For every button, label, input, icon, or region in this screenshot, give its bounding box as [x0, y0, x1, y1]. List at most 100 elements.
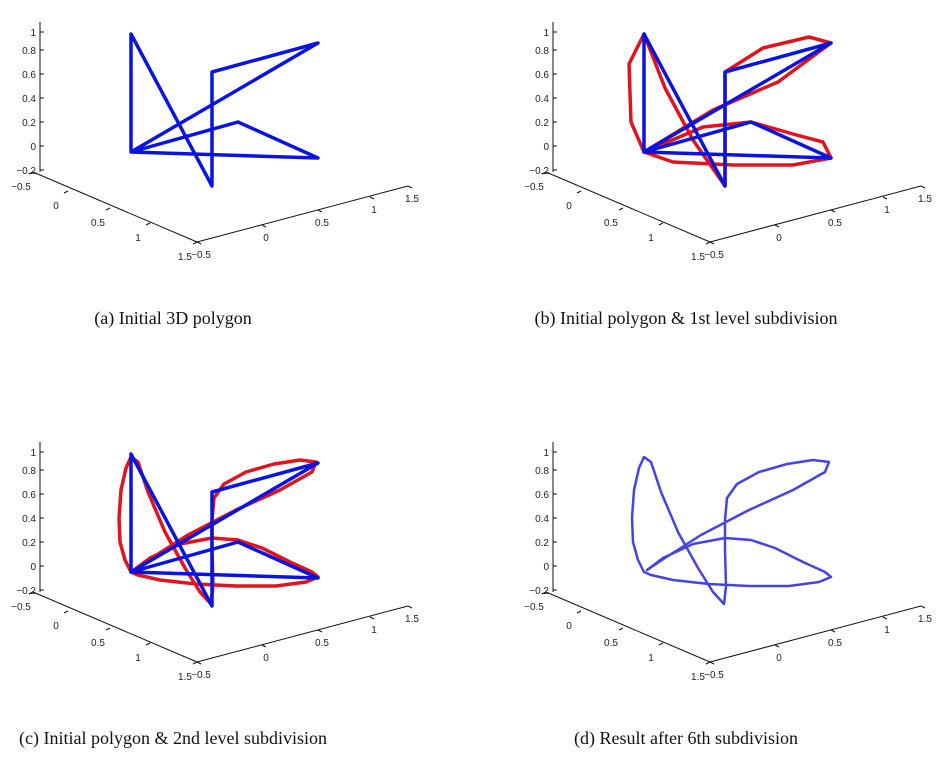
y-tick-mark [192, 661, 198, 665]
y-tick-mark [63, 610, 69, 614]
x-tick-label: 0 [263, 653, 269, 664]
x-tick-label: 1.5 [405, 194, 419, 205]
y-tick-mark [541, 171, 547, 175]
y-tick-mark [28, 171, 34, 175]
y-tick-mark [705, 241, 711, 245]
x-tick-label: −0.5 [704, 670, 724, 681]
x-tick-mark [196, 241, 202, 245]
y-tick-label: 0.5 [91, 218, 105, 229]
y-tick-label: −0.5 [11, 182, 31, 193]
z-tick-label: −0.2 [529, 586, 549, 597]
y-axis-line [32, 591, 198, 663]
y-tick-label: 1.5 [691, 672, 705, 683]
z-tick-label: 0.6 [535, 490, 549, 501]
x-tick-mark [317, 629, 323, 633]
caption-d: (d) Result after 6th subdivision [574, 728, 798, 749]
x-tick-mark [261, 644, 267, 648]
y-tick-label: 1 [135, 233, 141, 244]
x-tick-label: −0.5 [191, 670, 211, 681]
x-tick-mark [920, 605, 926, 609]
z-tick-label: 0.4 [535, 94, 549, 105]
x-tick-label: 1.5 [918, 194, 932, 205]
z-tick-label: 0.6 [22, 70, 36, 81]
x-tick-label: 0.5 [828, 218, 842, 229]
caption-c: (c) Initial polygon & 2nd level subdivis… [19, 728, 327, 749]
z-tick-label: 0.2 [22, 538, 36, 549]
y-tick-label: 0 [566, 201, 572, 212]
x-tick-label: 0 [263, 233, 269, 244]
z-tick-label: 0.4 [22, 94, 36, 105]
x-tick-mark [774, 644, 780, 648]
x-tick-label: 0 [776, 233, 782, 244]
y-tick-mark [63, 190, 69, 194]
z-tick-label: −0.2 [16, 166, 36, 177]
z-tick-label: 0.4 [22, 514, 36, 525]
z-tick-label: 0 [543, 142, 549, 153]
y-tick-mark [541, 591, 547, 595]
y-tick-label: 1 [648, 653, 654, 664]
y-tick-mark [658, 642, 664, 646]
x-tick-label: 0.5 [828, 638, 842, 649]
x-tick-mark [882, 616, 888, 620]
z-tick-label: 0 [543, 562, 549, 573]
polygon-curve [642, 32, 833, 188]
z-tick-label: −0.2 [16, 586, 36, 597]
y-tick-mark [576, 190, 582, 194]
z-tick-label: 0.2 [535, 538, 549, 549]
y-tick-label: 1.5 [178, 252, 192, 263]
z-tick-label: −0.2 [529, 166, 549, 177]
z-tick-label: 0.6 [22, 490, 36, 501]
y-tick-mark [105, 627, 111, 631]
z-tick-label: 1 [30, 28, 36, 39]
x-tick-label: 1.5 [918, 614, 932, 625]
y-tick-label: −0.5 [11, 602, 31, 613]
y-tick-mark [658, 222, 664, 226]
z-tick-label: 0.2 [22, 118, 36, 129]
x-tick-label: 1 [884, 625, 890, 636]
x-tick-label: 0.5 [315, 638, 329, 649]
y-tick-label: 1.5 [178, 672, 192, 683]
panel-c: 1 0.8 0.6 0.4 0.2 0 −0.2 −0.5 0 0.5 1 1.5 1.5 1 0.5 0 −0… [11, 442, 419, 749]
x-tick-mark [407, 185, 413, 189]
panel-a: 1 0.8 0.6 0.4 0.2 0 −0.2 −0.5 0 0.5 1 1.5 1.5 1 0.5 0 −0… [11, 22, 419, 329]
x-axis-line [709, 185, 922, 243]
y-tick-mark [576, 610, 582, 614]
x-tick-label: 1 [884, 205, 890, 216]
x-tick-label: −0.5 [704, 250, 724, 261]
result-curve [630, 455, 833, 606]
x-axis-line [196, 605, 409, 663]
x-tick-mark [317, 209, 323, 213]
x-tick-label: 1.5 [405, 614, 419, 625]
y-tick-mark [145, 222, 151, 226]
z-tick-label: 0.2 [535, 118, 549, 129]
y-tick-label: 0.5 [91, 638, 105, 649]
x-tick-mark [196, 661, 202, 665]
x-tick-mark [920, 185, 926, 189]
z-tick-label: 0.8 [22, 46, 36, 57]
x-tick-mark [882, 196, 888, 200]
y-tick-label: −0.5 [524, 602, 544, 613]
y-tick-label: 1 [648, 233, 654, 244]
x-tick-mark [407, 605, 413, 609]
polygon-curve [129, 452, 320, 608]
x-tick-mark [830, 629, 836, 633]
y-tick-label: 0.5 [604, 218, 618, 229]
y-tick-label: −0.5 [524, 182, 544, 193]
x-tick-label: 1 [371, 625, 377, 636]
z-tick-label: 0 [30, 562, 36, 573]
caption-b: (b) Initial polygon & 1st level subdivis… [535, 308, 838, 329]
y-tick-label: 0 [53, 201, 59, 212]
y-tick-mark [105, 207, 111, 211]
z-tick-label: 0.4 [535, 514, 549, 525]
x-axis-line [709, 605, 922, 663]
y-tick-label: 1 [135, 653, 141, 664]
x-tick-mark [709, 241, 715, 245]
x-tick-mark [830, 209, 836, 213]
z-tick-label: 0.8 [22, 466, 36, 477]
z-tick-label: 0.8 [535, 46, 549, 57]
y-tick-label: 0 [53, 621, 59, 632]
polygon-curve [129, 32, 320, 188]
x-tick-label: 0 [776, 653, 782, 664]
z-tick-label: 0.8 [535, 466, 549, 477]
